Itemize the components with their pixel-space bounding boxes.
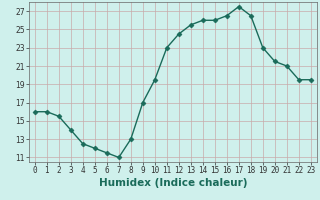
X-axis label: Humidex (Indice chaleur): Humidex (Indice chaleur) — [99, 178, 247, 188]
